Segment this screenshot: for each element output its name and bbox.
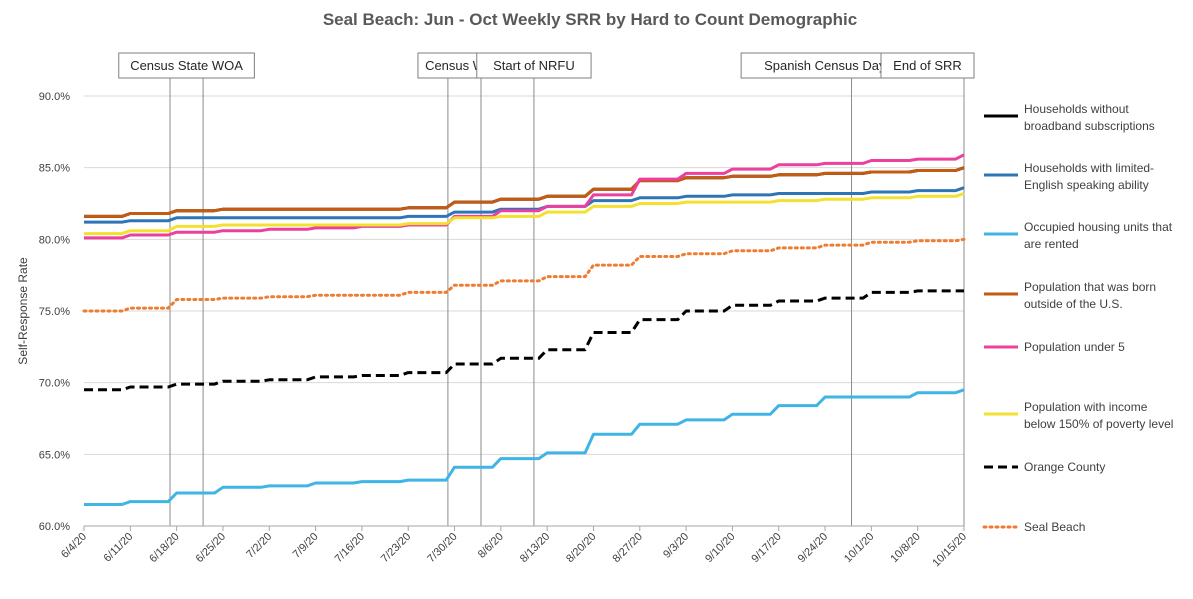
x-tick-label: 10/1/20	[842, 531, 876, 565]
y-tick-label: 85.0%	[39, 163, 70, 175]
chart-title: Seal Beach: Jun - Oct Weekly SRR by Hard…	[323, 10, 857, 29]
y-tick-label: 70.0%	[39, 378, 70, 390]
x-tick-label: 10/15/20	[930, 531, 969, 570]
x-tick-label: 8/20/20	[564, 531, 598, 565]
legend-label: broadband subscriptions	[1024, 119, 1155, 133]
legend-label: Occupied housing units that	[1024, 220, 1173, 234]
x-tick-label: 9/3/20	[661, 531, 691, 561]
gridlines	[84, 95, 964, 527]
x-tick-label: 6/11/20	[102, 531, 136, 565]
x-tick-label: 9/24/20	[796, 531, 830, 565]
x-tick-label: 7/9/20	[291, 531, 321, 561]
x-tick-label: 8/27/20	[610, 531, 644, 565]
series-line-6	[84, 289, 964, 392]
legend-label: Population that was born	[1024, 280, 1156, 294]
legend-label: outside of the U.S.	[1024, 297, 1123, 311]
x-tick-label: 6/25/20	[194, 531, 228, 565]
x-tick-label: 8/13/20	[518, 531, 552, 565]
x-tick-label: 8/6/20	[476, 531, 506, 561]
x-tick-label: 7/16/20	[333, 531, 367, 565]
y-axis-title: Self-Response Rate	[16, 257, 30, 365]
series-lines	[82, 153, 966, 506]
annotation-box	[880, 52, 975, 79]
legend-label: Seal Beach	[1024, 520, 1085, 534]
annotation-box	[476, 52, 592, 79]
legend-label: Orange County	[1024, 460, 1105, 474]
series-line-5	[84, 192, 965, 236]
series-line-4	[84, 153, 965, 240]
x-tick-label: 7/23/20	[379, 531, 413, 565]
legend-label: Population under 5	[1024, 340, 1125, 354]
y-tick-label: 80.0%	[39, 234, 70, 246]
annotation-box	[118, 52, 255, 79]
annotation-label: Start of NRFU	[493, 58, 575, 73]
y-tick-label: 65.0%	[39, 449, 70, 461]
legend-label: Population with income	[1024, 400, 1148, 414]
annotation-label: End of SRR	[893, 58, 962, 73]
y-tick-label: 60.0%	[39, 521, 70, 533]
series-line-7	[82, 237, 966, 313]
legend: Households without broadband subscription…	[982, 102, 1173, 534]
legend-label: English speaking ability	[1024, 178, 1149, 192]
legend-label: Households with limited-	[1024, 161, 1154, 175]
x-tick-label: 9/17/20	[749, 531, 783, 565]
y-tick-label: 90.0%	[39, 91, 70, 103]
x-tick-label: 7/30/20	[425, 531, 459, 565]
x-tick-label: 6/18/20	[147, 531, 181, 565]
annotation-lines	[169, 78, 965, 526]
x-tick-label: 6/4/20	[59, 531, 89, 561]
y-tick-label: 75.0%	[39, 306, 70, 318]
legend-label: below 150% of poverty level	[1024, 417, 1173, 431]
x-tick-label: 7/2/20	[244, 531, 274, 561]
legend-label: are rented	[1024, 237, 1079, 251]
series-line-2	[84, 388, 965, 506]
annotation-label: Census State WOA	[130, 58, 243, 73]
series-line-3	[84, 166, 965, 218]
x-tick-label: 9/10/20	[703, 531, 737, 565]
x-tick-label: 10/8/20	[888, 531, 922, 565]
legend-label: Households without	[1024, 102, 1129, 116]
